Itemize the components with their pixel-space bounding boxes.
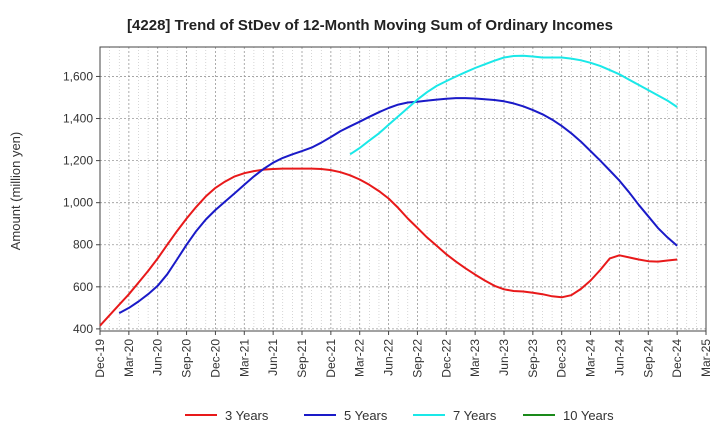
x-tick-label: Sep-22 [410, 339, 424, 378]
y-tick-label: 1,400 [63, 112, 93, 126]
grid [100, 47, 706, 331]
y-axis-label: Amount (million yen) [8, 132, 23, 251]
x-tick-label: Dec-22 [439, 339, 453, 378]
x-tick-label: Mar-21 [237, 339, 251, 377]
chart-title: [4228] Trend of StDev of 12-Month Moving… [127, 17, 613, 34]
x-tick-label: Jun-21 [266, 339, 280, 376]
x-tick-label: Jun-20 [151, 339, 165, 376]
x-tick-label: Sep-21 [295, 339, 309, 378]
legend-label: 5 Years [344, 408, 388, 423]
legend-item-5-years: 5 Years [304, 408, 388, 423]
y-tick-label: 1,600 [63, 69, 93, 83]
legend-item-7-years: 7 Years [413, 408, 497, 423]
legend-item-10-years: 10 Years [523, 408, 614, 423]
x-tick-label: Mar-22 [353, 339, 367, 377]
x-tick-label: Sep-24 [641, 339, 655, 378]
series-line-7-years [349, 54, 678, 156]
y-tick-label: 800 [73, 238, 93, 252]
series-layer [99, 54, 678, 327]
legend: 3 Years 5 Years 7 Years 10 Years [185, 408, 614, 423]
x-axis: Dec-19 Mar-20 Jun-20 Sep-20 Dec-20 Mar-21 Jun-… [93, 331, 713, 378]
x-tick-label: Dec-19 [93, 339, 107, 378]
legend-label: 10 Years [563, 408, 614, 423]
plot-area [99, 46, 707, 332]
x-tick-label: Dec-21 [324, 339, 338, 378]
x-tick-label: Sep-23 [526, 339, 540, 378]
x-tick-label: Mar-20 [122, 339, 136, 377]
x-tick-label: Mar-25 [699, 339, 713, 377]
x-tick-label: Mar-24 [584, 339, 598, 377]
x-tick-label: Dec-24 [670, 339, 684, 378]
x-tick-label: Jun-22 [382, 339, 396, 376]
y-axis: 400 600 800 1,000 1,200 1,400 1,600 [63, 69, 100, 336]
legend-label: 7 Years [453, 408, 497, 423]
x-tick-label: Dec-23 [555, 339, 569, 378]
x-tick-label: Jun-24 [612, 339, 626, 376]
legend-item-3-years: 3 Years [185, 408, 269, 423]
y-tick-label: 1,000 [63, 196, 93, 210]
x-tick-label: Dec-20 [208, 339, 222, 378]
y-tick-label: 600 [73, 280, 93, 294]
x-tick-label: Mar-23 [468, 339, 482, 377]
x-tick-label: Jun-23 [497, 339, 511, 376]
y-tick-label: 400 [73, 322, 93, 336]
y-tick-label: 1,200 [63, 154, 93, 168]
x-tick-label: Sep-20 [180, 339, 194, 378]
series-line-5-years [118, 97, 678, 314]
legend-label: 3 Years [225, 408, 269, 423]
series-line-3-years [99, 167, 678, 327]
